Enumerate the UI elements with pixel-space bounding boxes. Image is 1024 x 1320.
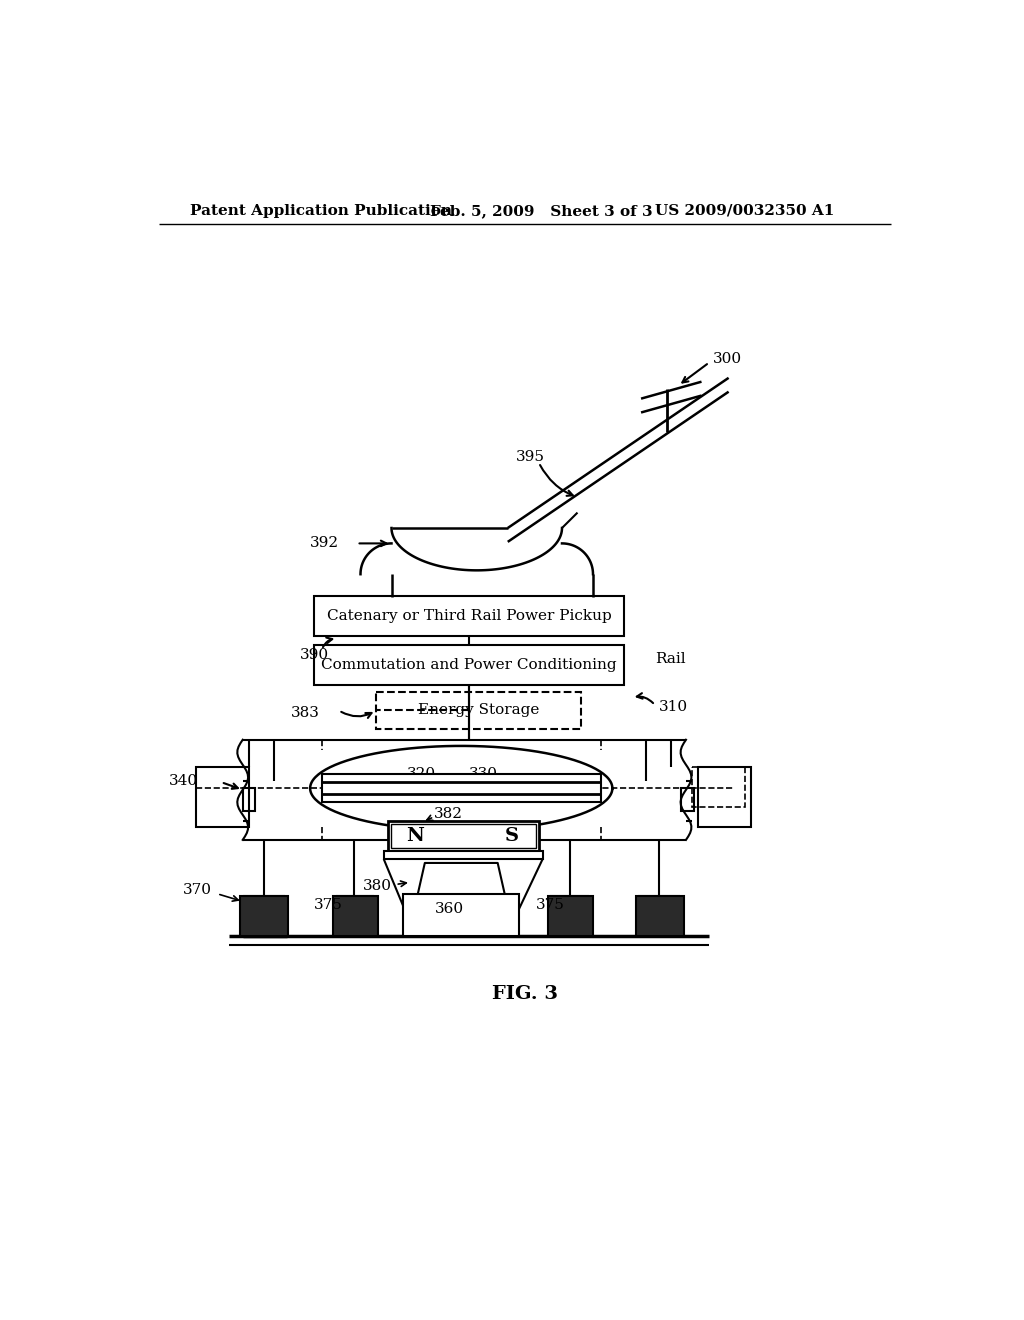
Text: Catenary or Third Rail Power Pickup: Catenary or Third Rail Power Pickup: [327, 609, 611, 623]
Text: 340: 340: [169, 774, 198, 788]
Text: 370: 370: [182, 883, 212, 896]
Text: 375: 375: [536, 899, 565, 912]
Bar: [314, 645, 624, 685]
Text: Patent Application Publication: Patent Application Publication: [190, 203, 452, 218]
Bar: [384, 851, 543, 859]
Text: 300: 300: [713, 351, 742, 366]
Bar: [403, 894, 519, 936]
Bar: [314, 595, 624, 636]
Text: N: N: [406, 828, 424, 845]
Text: 392: 392: [310, 536, 339, 550]
Bar: [548, 896, 593, 936]
Bar: [388, 821, 539, 851]
Text: 383: 383: [291, 706, 319, 719]
Text: 310: 310: [658, 700, 688, 714]
Bar: [698, 767, 751, 826]
Bar: [197, 767, 249, 826]
Text: 375: 375: [313, 899, 342, 912]
Bar: [322, 775, 601, 803]
Text: 320: 320: [407, 767, 436, 781]
Bar: [636, 896, 684, 936]
Text: FIG. 3: FIG. 3: [492, 985, 558, 1003]
Text: 330: 330: [469, 767, 498, 781]
Text: 390: 390: [300, 648, 329, 663]
Text: Energy Storage: Energy Storage: [418, 704, 540, 718]
Text: 360: 360: [435, 902, 464, 916]
Text: Commutation and Power Conditioning: Commutation and Power Conditioning: [322, 659, 616, 672]
Bar: [376, 692, 582, 729]
Text: Feb. 5, 2009   Sheet 3 of 3: Feb. 5, 2009 Sheet 3 of 3: [430, 203, 653, 218]
Text: 395: 395: [515, 450, 545, 465]
Text: S: S: [505, 828, 518, 845]
Text: Rail: Rail: [655, 652, 686, 665]
Text: 380: 380: [362, 879, 391, 894]
Bar: [391, 824, 536, 849]
Text: US 2009/0032350 A1: US 2009/0032350 A1: [655, 203, 835, 218]
Bar: [692, 767, 744, 807]
Bar: [681, 788, 693, 812]
Bar: [243, 788, 255, 812]
Text: 382: 382: [434, 808, 463, 821]
Bar: [334, 896, 378, 936]
Bar: [241, 896, 289, 936]
